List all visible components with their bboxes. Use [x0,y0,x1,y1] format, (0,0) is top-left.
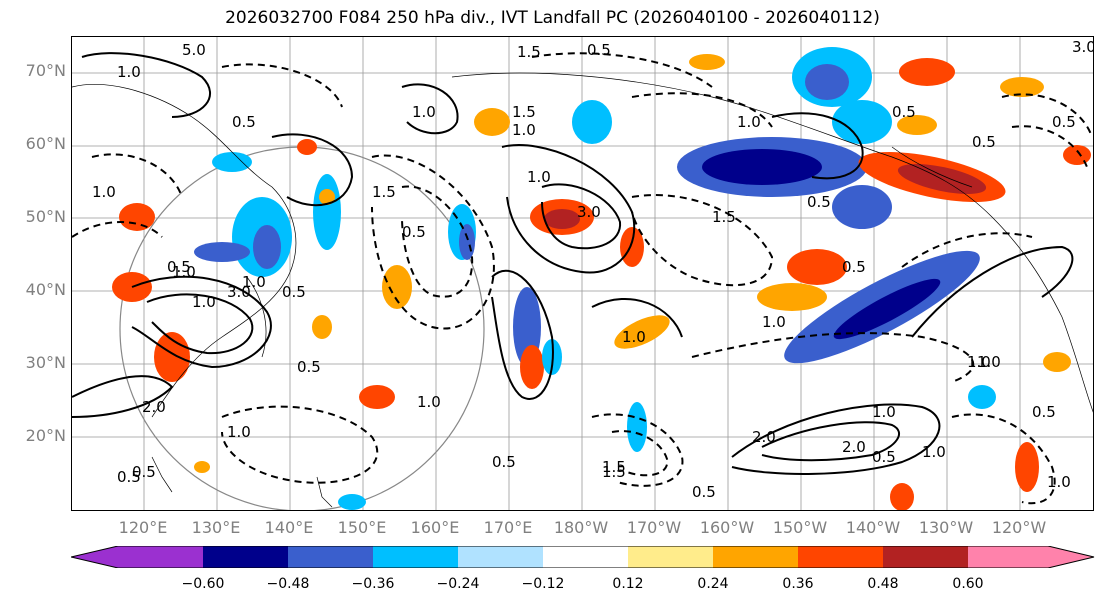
lat-label-30n: 30°N [25,353,66,372]
contour-label: 0.5 [807,193,831,211]
contour-label: 1.5 [517,43,541,61]
contour-label: 0.5 [402,223,426,241]
contour-label: 1.0 [1047,473,1071,491]
contour-label: 1.0 [737,113,761,131]
lon-label: 140°W [845,518,901,537]
coastlines [72,72,1093,508]
contour-label: 1.0 [872,403,896,421]
contour-label: 0.5 [117,468,141,486]
lat-label-50n: 50°N [25,207,66,226]
contour-label: 1.0 [922,443,946,461]
contour-label: 1.0 [92,183,116,201]
colorbar-tick: 0.60 [952,576,984,592]
colorbar-seg-6 [628,546,713,568]
positive-contours [72,52,1074,475]
colorbar-seg-10 [968,546,1094,568]
contour-label: 0.5 [232,113,256,131]
contour-labels: 5.0 1.0 1.5 0.5 1.0 0.5 1.0 3.0 1.0 0.5 … [92,38,1094,501]
lat-label-70n: 70°N [25,61,66,80]
contour-label: 1.0 [227,423,251,441]
contour-label: 3.0 [1072,38,1094,56]
lat-label-20n: 20°N [25,426,66,445]
colorbar-seg-3 [373,546,458,568]
colorbar-tick: −0.24 [436,576,480,592]
lon-label: 180°W [553,518,609,537]
contour-label: 1.5 [372,183,396,201]
colorbar-seg-9 [883,546,968,568]
contour-label: 1.0 [192,293,216,311]
contour-label: 0.5 [167,258,191,276]
colorbar-seg-0 [71,546,203,568]
lon-label: 120°E [118,518,168,537]
contour-label: 0.5 [1032,403,1056,421]
colorbar-seg-4 [458,546,543,568]
contour-label: 1.0 [527,168,551,186]
contour-label: 0.5 [132,463,156,481]
contour-label: 5.0 [182,41,206,59]
lon-label: 150°W [772,518,828,537]
lon-label: 140°E [264,518,314,537]
contour-label: 1.0 [762,313,786,331]
contour-label: 1.0 [967,353,991,371]
contour-label: 0.5 [842,258,866,276]
map-svg: 5.0 1.0 1.5 0.5 1.0 0.5 1.0 3.0 1.0 0.5 … [72,37,1094,510]
contour-label: 0.5 [587,41,611,59]
contour-label: 1.0 [622,328,646,346]
lon-label: 160°E [410,518,460,537]
contour-label: 1.5 [602,458,626,476]
contour-label: 0.5 [297,358,321,376]
contour-label: 1.0 [977,353,1001,371]
contour-label: 0.5 [972,133,996,151]
colorbar-tick: 0.12 [612,576,644,592]
colorbar-tick: −0.12 [521,576,565,592]
lat-label-40n: 40°N [25,280,66,299]
contour-label: 1.5 [602,463,626,481]
contour-label: 2.0 [752,428,776,446]
contour-label: 0.5 [692,483,716,501]
lon-label: 130°W [918,518,974,537]
colorbar-seg-2 [288,546,373,568]
negative-contours [72,52,1093,505]
contour-label: 3.0 [577,203,601,221]
colorbar-tick: −0.36 [351,576,395,592]
contour-label: 3.0 [227,283,251,301]
colorbar-tick: −0.60 [181,576,225,592]
colorbar-seg-1 [203,546,288,568]
colorbar-tick: 0.36 [782,576,814,592]
contour-label: 0.5 [872,448,896,466]
colorbar-tick: −0.48 [266,576,310,592]
contour-label: 0.5 [492,453,516,471]
contour-label: 2.0 [142,398,166,416]
contour-label: 0.5 [282,283,306,301]
contour-label: 1.5 [712,208,736,226]
chart-title: 2026032700 F084 250 hPa div., IVT Landfa… [225,8,880,28]
lon-label: 170°E [483,518,533,537]
projection-circle [119,146,485,510]
contour-label: 2.0 [842,438,866,456]
lon-label: 130°E [191,518,241,537]
colorbar-seg-5 [543,546,628,568]
colorbar-outline [71,546,1095,568]
lon-label: 120°W [991,518,1047,537]
contour-label: 1.0 [417,393,441,411]
colorbar-tick: 0.48 [867,576,899,592]
contour-label: 1.0 [117,63,141,81]
colorbar-seg-8 [798,546,883,568]
colorbar [71,546,1095,568]
contour-label: 0.5 [892,103,916,121]
contour-label: 1.0 [172,263,196,281]
lon-label: 150°E [337,518,387,537]
contour-label: 1.0 [242,273,266,291]
contour-label: 1.0 [512,121,536,139]
map-panel: 5.0 1.0 1.5 0.5 1.0 0.5 1.0 3.0 1.0 0.5 … [71,36,1094,511]
lon-label: 170°W [626,518,682,537]
contour-label: 0.5 [1052,113,1076,131]
filled-shading [112,47,1091,510]
contour-label: 1.5 [512,103,536,121]
colorbar-seg-7 [713,546,798,568]
colorbar-tick: 0.24 [697,576,729,592]
contour-label: 1.0 [412,103,436,121]
lon-label: 160°W [699,518,755,537]
lat-label-60n: 60°N [25,134,66,153]
